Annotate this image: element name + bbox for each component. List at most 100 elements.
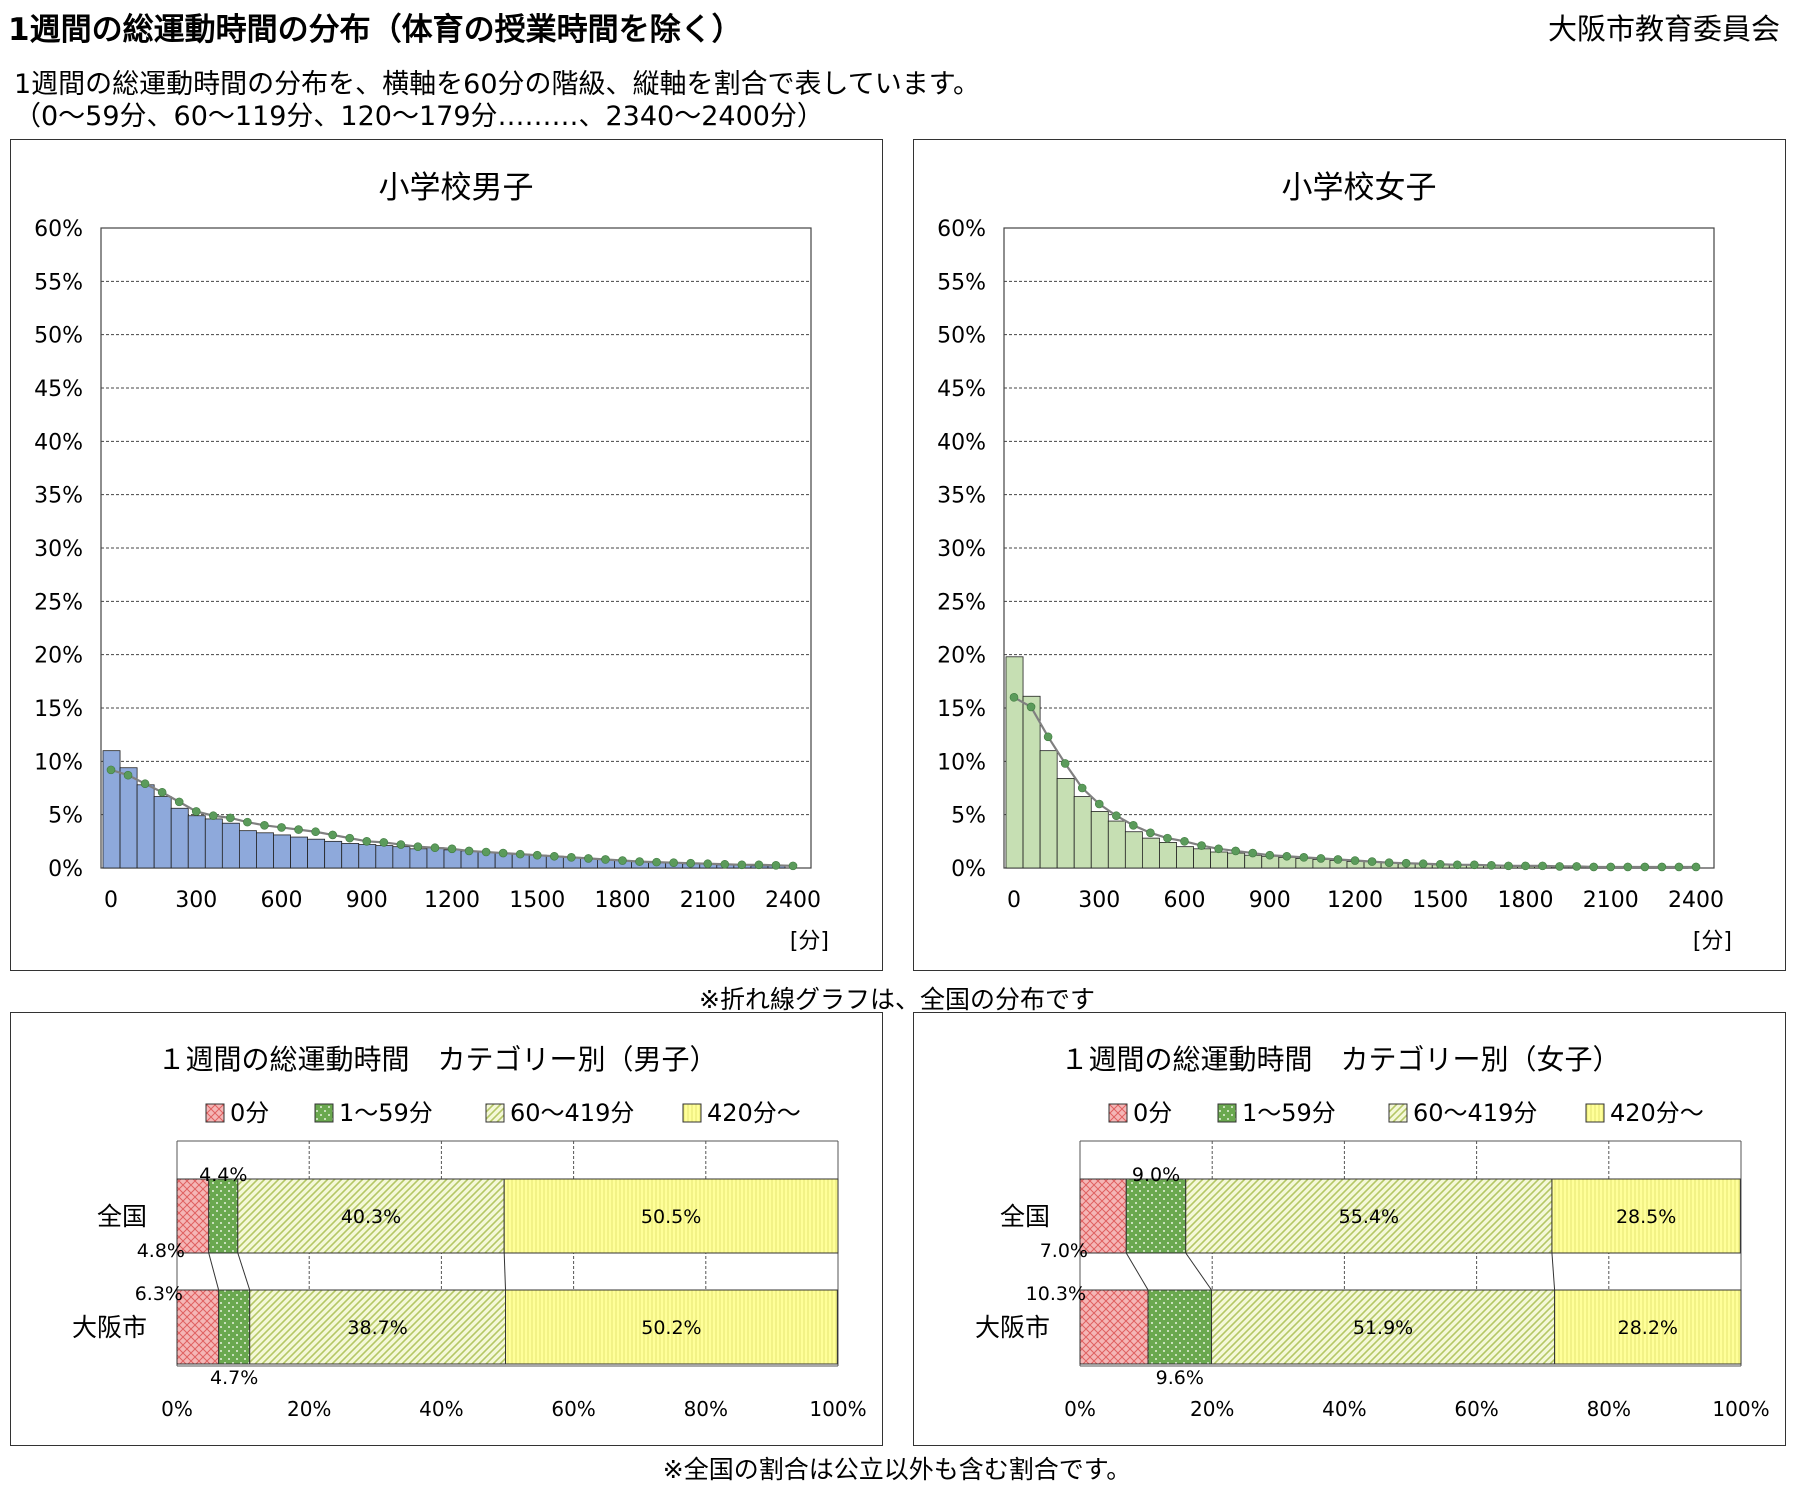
girls-cat-legend-label: 1～59分 (1242, 1099, 1336, 1127)
girls-hist-national-point (1435, 859, 1445, 869)
girls-cat-segment (1125, 1178, 1187, 1254)
girls-hist-y-tick-label: 55% (937, 270, 986, 295)
boys-hist-y-tick-label: 50% (34, 324, 83, 349)
boys-hist-national-point (481, 847, 491, 857)
girls-hist-y-tick-label: 10% (937, 750, 986, 775)
girls-cat-segment-label: 55.4% (1339, 1206, 1399, 1228)
boys-hist-y-tick-label: 35% (34, 484, 83, 509)
boys-cat-legend-label: 0分 (230, 1099, 269, 1127)
girls-hist-national-point (1299, 853, 1309, 862)
boys-hist-national-point (515, 849, 525, 859)
girls-hist-bar (1039, 750, 1058, 869)
girls-cat-segment (1551, 1178, 1741, 1254)
boys-cat-row-label: 全国 (97, 1202, 147, 1231)
boys-hist-national-point (754, 860, 764, 870)
boys-hist-national-point (447, 844, 457, 854)
girls-hist-bar (1159, 842, 1177, 869)
boys-hist-y-tick-label: 10% (34, 750, 83, 775)
girls-hist-bar (1227, 852, 1246, 869)
girls-hist-national-point (1606, 862, 1616, 872)
boys-cat-legend-swatch (682, 1103, 702, 1123)
girls-hist-bar (1056, 778, 1075, 869)
boys-hist-bar (170, 807, 189, 869)
boys-hist-national-point (601, 855, 610, 864)
girls-hist-national-point (1282, 851, 1292, 861)
boys-hist-national-point (396, 840, 406, 849)
girls-hist-y-tick-label: 60% (937, 217, 986, 242)
boys-hist-x-tick-label: 300 (175, 888, 217, 913)
boys-cat-x-tick-label: 40% (419, 1397, 463, 1421)
boys-cat-segment-label: 38.7% (347, 1317, 407, 1339)
boys-cat-row-label: 大阪市 (72, 1313, 147, 1342)
girls-hist-national-point (1521, 861, 1530, 871)
girls-hist-national-point (1094, 799, 1104, 809)
boys-hist-title: 小学校男子 (379, 170, 534, 206)
girls-category-panel: １週間の総運動時間 カテゴリー別（女子） 0分 1～59分 60～419分 420分～ 0… (913, 1012, 1786, 1446)
boys-hist-bar (358, 844, 377, 869)
boys-hist-y-tick-label: 60% (34, 217, 83, 242)
girls-cat-title: １週間の総運動時間 カテゴリー別（女子） (1060, 1043, 1620, 1076)
girls-hist-national-point (1487, 861, 1496, 870)
girls-hist-national-point (1180, 837, 1189, 846)
boys-cat-segment-label: 4.4% (199, 1164, 247, 1186)
girls-hist-national-point (1077, 783, 1087, 793)
girls-cat-legend-swatch (1217, 1103, 1237, 1123)
boys-cat-segment (237, 1178, 505, 1254)
girls-hist-national-point (1555, 862, 1564, 871)
boys-hist-bar (256, 832, 274, 869)
girls-hist-national-point (1504, 861, 1513, 871)
girls-hist-national-point (1470, 860, 1479, 870)
boys-hist-national-point (294, 825, 303, 834)
boys-category-panel: １週間の総運動時間 カテゴリー別（男子） 0分 1～59分 60～419分 420分～ 0… (10, 1012, 883, 1446)
girls-hist-x-tick-label: 0 (1007, 888, 1021, 913)
girls-hist-y-tick-label: 40% (937, 430, 986, 455)
boys-cat-connector (237, 1252, 251, 1291)
boys-hist-national-point (106, 765, 116, 775)
girls-hist-national-point (1350, 856, 1360, 865)
boys-hist-y-tick-label: 30% (34, 537, 83, 562)
girls-hist-national-point (1265, 850, 1275, 860)
girls-hist-national-point (1691, 862, 1701, 872)
boys-hist-national-point (226, 813, 235, 823)
girls-hist-national-point (1538, 861, 1547, 871)
girls-histogram-panel: 小学校女子 0% 5% 10% 15% 20% 25% 30% 35% 40% 45% 50% 55% 6… (913, 139, 1786, 971)
boys-hist-bar (187, 815, 206, 869)
boys-hist-bar (375, 845, 394, 869)
boys-hist-national-point (260, 821, 269, 830)
girls-hist-national-point (1640, 862, 1650, 872)
boys-cat-legend-swatch (205, 1103, 225, 1123)
boys-hist-national-point (345, 833, 355, 843)
girls-hist-x-tick-label: 1800 (1498, 888, 1554, 913)
girls-cat-row-label: 全国 (1000, 1202, 1050, 1231)
boys-cat-segment-label: 50.5% (641, 1206, 701, 1228)
boys-cat-legend-swatch (485, 1103, 505, 1123)
girls-cat-segment-label: 9.6% (1156, 1367, 1204, 1389)
boys-hist-national-point (464, 846, 474, 856)
girls-cat-segment-label: 9.0% (1132, 1164, 1180, 1186)
girls-hist-national-point (1367, 857, 1377, 866)
girls-cat-segment (1185, 1178, 1553, 1254)
boys-hist-y-tick-label: 55% (34, 270, 83, 295)
girls-hist-national-point (1418, 859, 1428, 869)
boys-hist-national-point (413, 842, 423, 851)
girls-cat-x-tick-label: 40% (1322, 1397, 1366, 1421)
girls-hist-y-tick-label: 15% (937, 697, 986, 722)
girls-hist-bar (1210, 851, 1229, 869)
boys-hist-bar (307, 838, 326, 869)
girls-cat-segment-label: 51.9% (1353, 1317, 1413, 1339)
boys-hist-y-tick-label: 5% (48, 804, 83, 829)
boys-hist-national-point (379, 838, 389, 847)
boys-histogram-panel: 小学校男子 0% 5% 10% 15% 20% 25% 30% 35% 40% 45% 50% 55% 6… (10, 139, 883, 971)
boys-hist-bar (290, 836, 308, 869)
organization-name: 大阪市教育委員会 (1547, 12, 1780, 46)
girls-hist-national-point (1452, 860, 1462, 870)
boys-histogram-chart: 小学校男子 0% 5% 10% 15% 20% 25% 30% 35% 40% 45% 50% 55% 6… (34, 170, 829, 954)
boys-hist-bar (221, 822, 240, 869)
boys-cat-segment-label: 6.3% (135, 1283, 183, 1305)
girls-hist-x-tick-label: 300 (1078, 888, 1120, 913)
boys-hist-x-tick-label: 900 (346, 888, 388, 913)
description-line-2: （0～59分、60～119分、120～179分………、2340～2400分） (14, 101, 824, 132)
boys-cat-segment (208, 1178, 239, 1254)
girls-cat-legend-swatch (1108, 1103, 1128, 1123)
girls-cat-connector (1125, 1252, 1149, 1291)
